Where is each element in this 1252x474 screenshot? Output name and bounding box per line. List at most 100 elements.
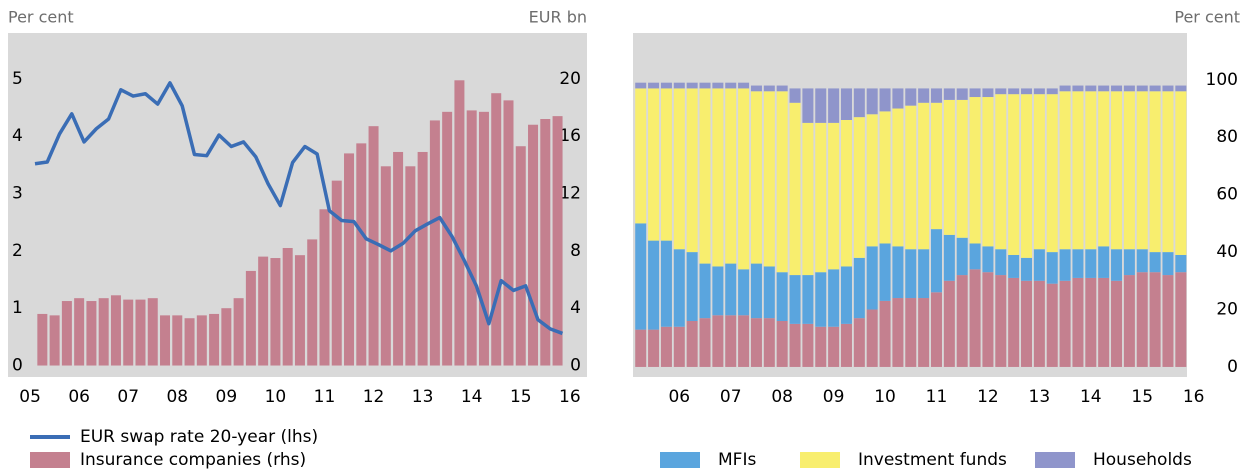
bar	[368, 126, 379, 366]
bar-segment	[918, 102, 930, 250]
bar-segment	[1136, 85, 1148, 92]
bar-segment	[1162, 275, 1174, 367]
x-tick-label: 07	[720, 387, 742, 407]
y-tick-label: 60	[1216, 185, 1238, 205]
bar-segment	[969, 243, 981, 270]
bar-segment	[879, 88, 891, 112]
bar-segment	[930, 88, 942, 103]
bar-segment	[1111, 85, 1123, 92]
bar-segment	[1059, 249, 1071, 281]
bar	[61, 301, 72, 366]
bar-segment	[853, 318, 865, 367]
bar-segment	[750, 85, 762, 92]
y-axis-label: Per cent	[8, 8, 74, 27]
bar-segment	[725, 263, 737, 316]
bar-segment	[853, 257, 865, 319]
bar-segment	[789, 275, 801, 324]
bar-segment	[1162, 85, 1174, 92]
bar-segment	[943, 99, 955, 235]
bar-segment	[712, 82, 724, 89]
bar	[380, 166, 391, 366]
bar-segment	[828, 269, 840, 327]
bar-segment	[905, 249, 917, 299]
bar-segment	[969, 88, 981, 98]
bar-segment	[673, 82, 685, 89]
bar-segment	[789, 88, 801, 103]
bar-segment	[660, 326, 672, 367]
y-tick-label: 1	[12, 298, 23, 318]
bar-segment	[673, 326, 685, 367]
bar-segment	[969, 269, 981, 367]
bar-segment	[1149, 272, 1161, 367]
bar-segment	[905, 88, 917, 106]
bar-segment	[1098, 277, 1110, 367]
x-tick-label: 15	[510, 387, 532, 407]
y-tick-label: 100	[1206, 70, 1238, 90]
bar-segment	[853, 117, 865, 258]
bar-segment	[1033, 280, 1045, 367]
bar-segment	[802, 323, 814, 367]
bar-segment	[776, 321, 788, 367]
bar-segment	[738, 269, 750, 316]
bar-segment	[892, 298, 904, 367]
bar-segment	[725, 82, 737, 89]
bar	[540, 119, 551, 366]
bar-segment	[802, 275, 814, 324]
bar-segment	[1021, 88, 1033, 95]
bar-segment	[840, 323, 852, 367]
bar-segment	[750, 91, 762, 264]
bar	[74, 298, 85, 366]
bar	[282, 248, 293, 366]
bar-segment	[943, 280, 955, 367]
bar-segment	[1149, 91, 1161, 253]
bar-segment	[802, 88, 814, 123]
bar	[233, 298, 244, 366]
bar-segment	[982, 272, 994, 367]
bar-segment	[763, 266, 775, 319]
bar-segment	[1098, 246, 1110, 278]
bar-segment	[750, 318, 762, 367]
bar	[221, 308, 232, 366]
legend-swatch	[30, 452, 70, 468]
bar-segment	[648, 329, 660, 367]
bar-segment	[1111, 249, 1123, 281]
bar-segment	[1175, 91, 1187, 255]
bar	[478, 111, 489, 366]
bar-segment	[712, 88, 724, 267]
bar	[123, 299, 134, 366]
bar-segment	[1033, 88, 1045, 95]
y-tick-label: 5	[12, 69, 23, 89]
legend-label: Investment funds	[858, 450, 1007, 470]
bar-segment	[635, 88, 647, 224]
bar-segment	[686, 82, 698, 89]
bar	[552, 116, 563, 366]
bar-segment	[699, 318, 711, 367]
y-tick-label: 80	[1216, 127, 1238, 147]
bar	[98, 298, 109, 366]
bar-segment	[892, 108, 904, 247]
bar-segment	[1072, 91, 1084, 250]
bar-segment	[1149, 252, 1161, 273]
bar	[147, 298, 158, 366]
bar	[258, 256, 269, 366]
bar-segment	[1059, 91, 1071, 250]
bar-segment	[995, 88, 1007, 95]
bar-segment	[1021, 280, 1033, 367]
bar	[319, 209, 330, 366]
bar	[196, 315, 207, 366]
bar-segment	[1098, 85, 1110, 92]
bar-segment	[1175, 254, 1187, 273]
x-tick-label: 14	[461, 387, 483, 407]
bar	[172, 315, 183, 366]
bar-segment	[982, 97, 994, 247]
x-tick-label: 06	[668, 387, 690, 407]
legend-label: MFIs	[718, 450, 756, 470]
bar	[245, 270, 256, 366]
bar-segment	[930, 102, 942, 230]
bar	[417, 151, 428, 366]
bar-segment	[789, 102, 801, 276]
bar-segment	[1072, 277, 1084, 367]
bar-segment	[1085, 277, 1097, 367]
bar	[528, 124, 539, 366]
bar	[331, 180, 342, 366]
